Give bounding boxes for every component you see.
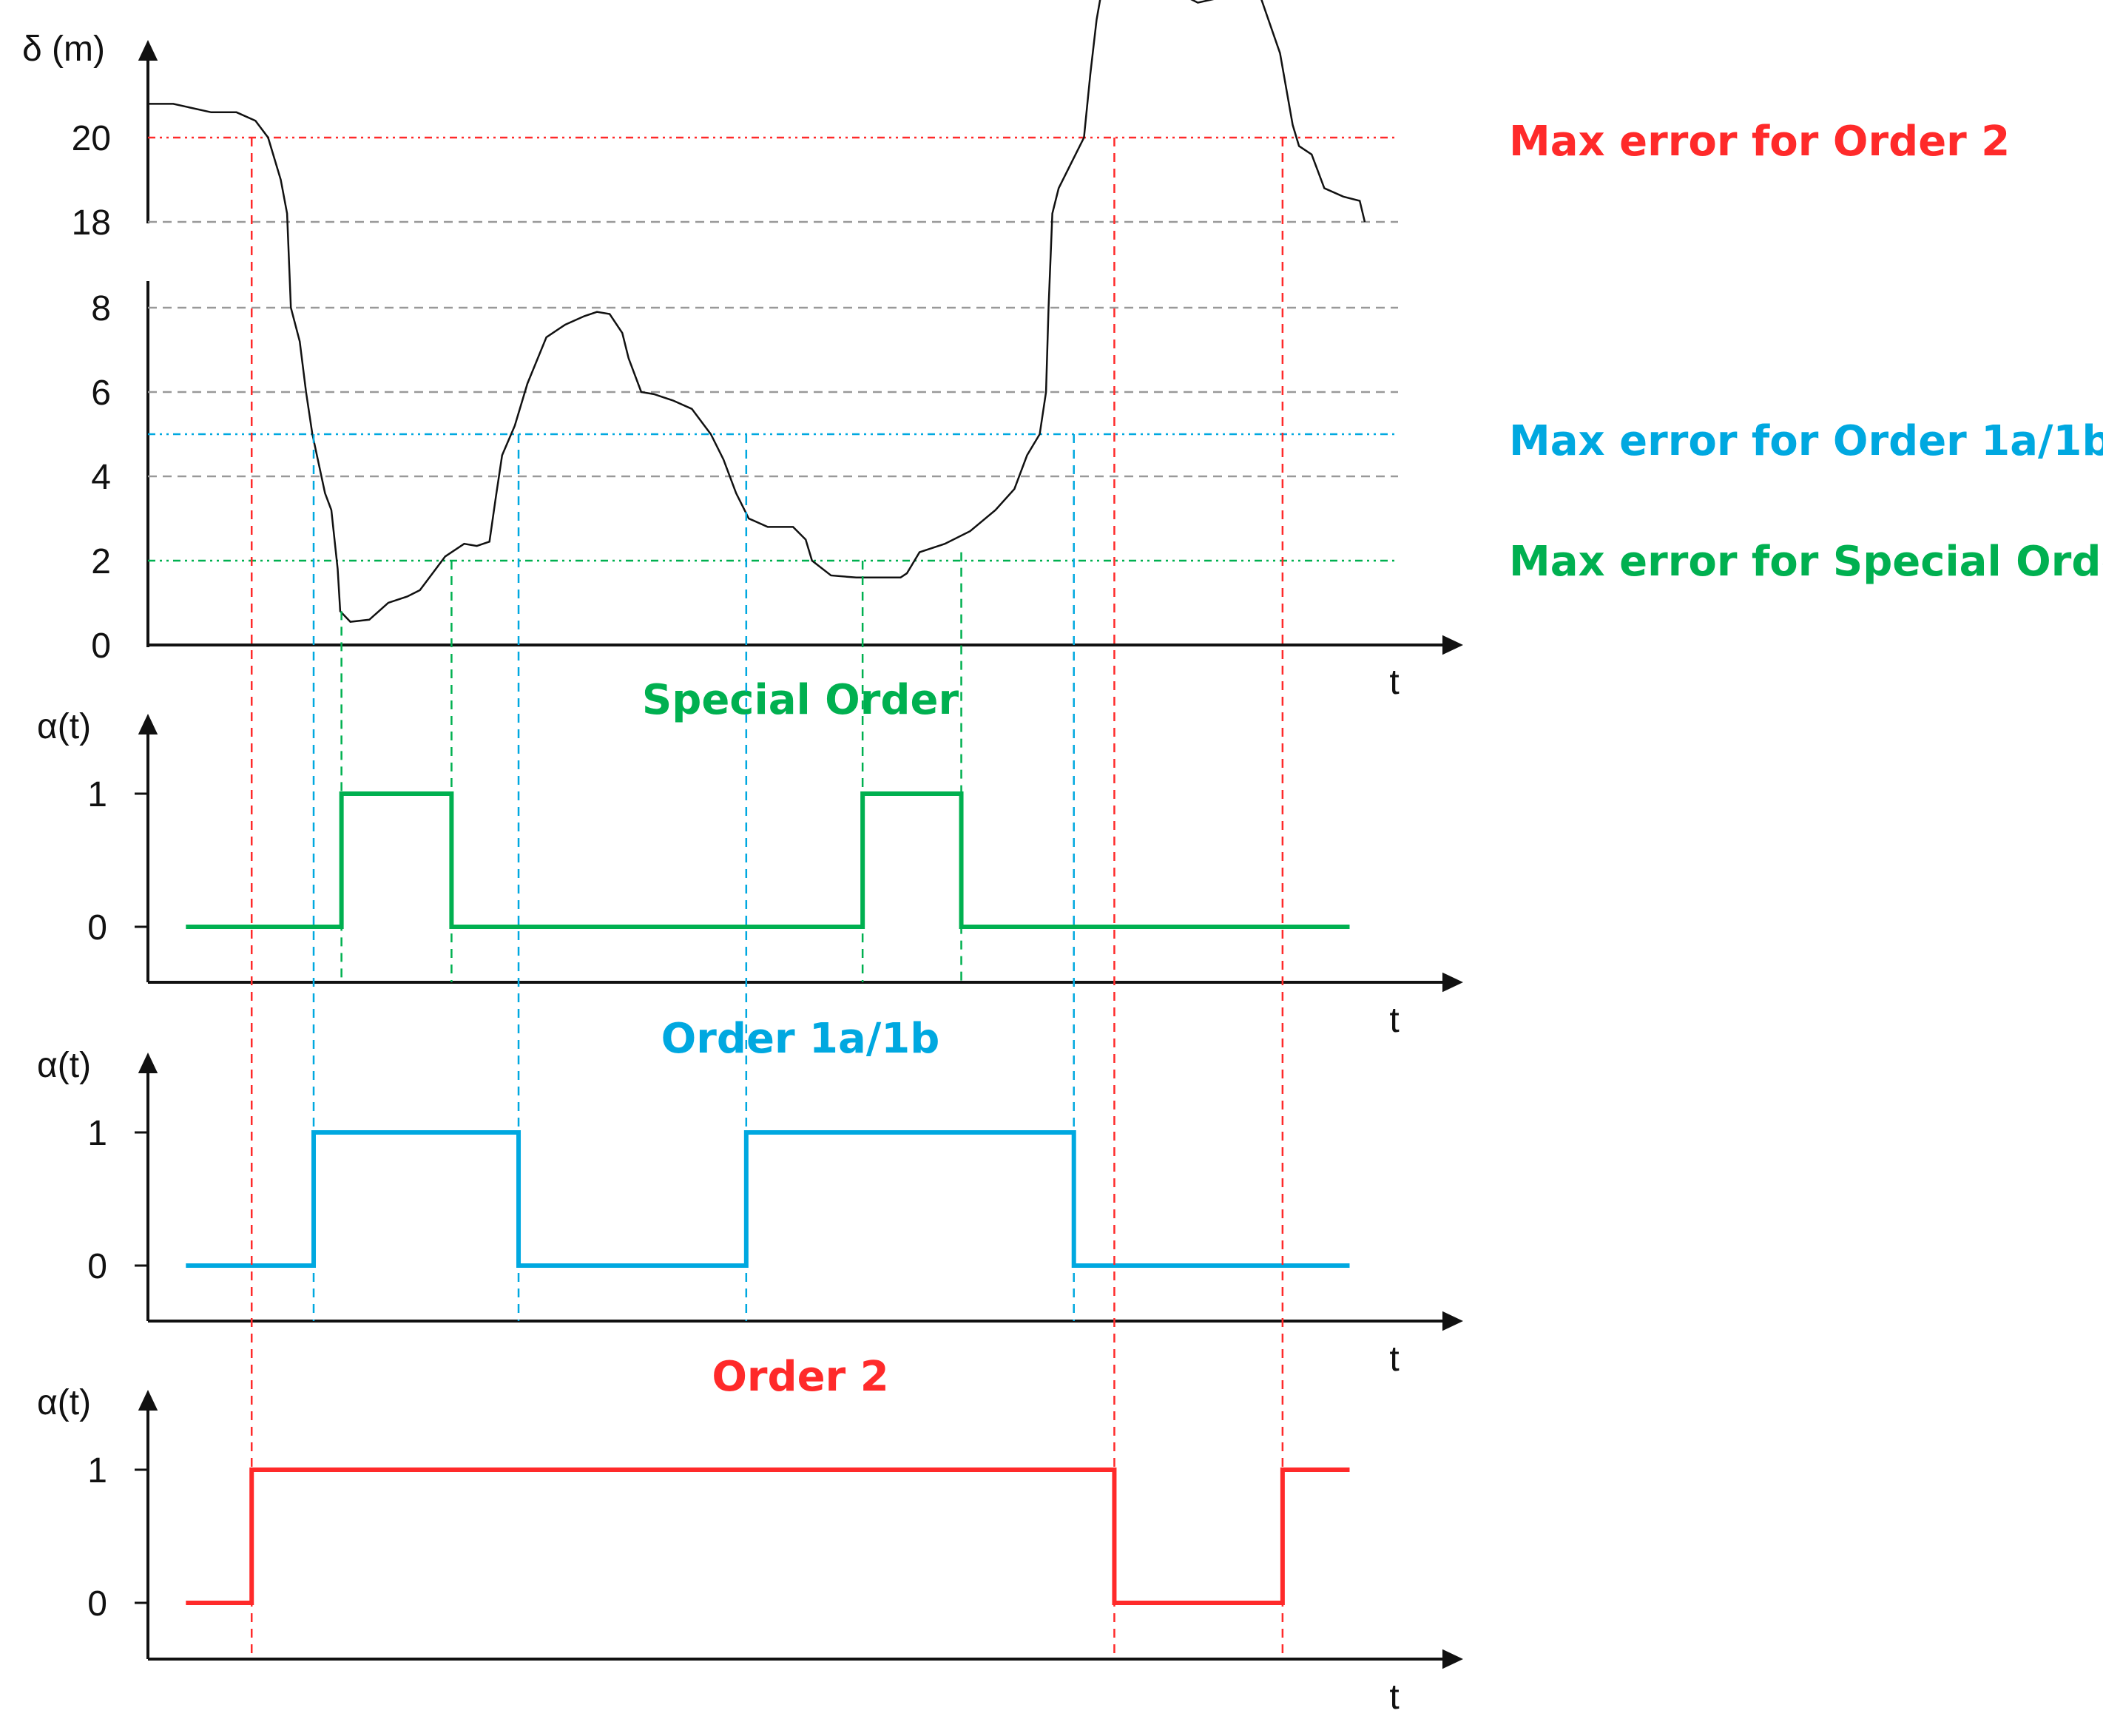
delta-curve bbox=[148, 0, 1366, 623]
y-tick-label: 0 bbox=[87, 1584, 107, 1624]
x-axis-label: t bbox=[1389, 1340, 1399, 1379]
step-y-axis-3-head bbox=[138, 1390, 158, 1411]
y-tick-label: 0 bbox=[91, 626, 111, 666]
step-x-axis-2-head bbox=[1442, 1311, 1463, 1331]
y-tick-label: 18 bbox=[72, 203, 111, 243]
step-signal-1 bbox=[186, 791, 1350, 929]
step-y-axis-2-head bbox=[138, 1053, 158, 1073]
y-axis-label: α(t) bbox=[37, 1046, 91, 1085]
y-tick-label: 1 bbox=[87, 1114, 107, 1153]
step-y-axis-1-head bbox=[138, 714, 158, 734]
y-tick-label: 0 bbox=[87, 908, 107, 948]
x-axis-label: t bbox=[1389, 1001, 1399, 1040]
step-x-axis-1-head bbox=[1442, 972, 1463, 993]
delta-y-axis-head bbox=[138, 40, 158, 61]
y-tick-label: 1 bbox=[87, 1451, 107, 1490]
annotation-order2: Max error for Order 2 bbox=[1509, 118, 2010, 166]
x-axis-label: t bbox=[1389, 1678, 1399, 1717]
y-tick-label: 0 bbox=[87, 1247, 107, 1286]
y-axis-label: δ (m) bbox=[22, 30, 105, 69]
annotation-special: Max error for Special Order bbox=[1509, 538, 2103, 586]
axis-break-band bbox=[148, 223, 1509, 281]
order1-title: Order 1a/1b bbox=[661, 1015, 940, 1063]
step-signal-3 bbox=[186, 1468, 1350, 1605]
y-tick-label: 1 bbox=[87, 775, 107, 814]
y-axis-label: α(t) bbox=[37, 1383, 91, 1422]
y-tick-label: 2 bbox=[91, 542, 111, 581]
y-tick-label: 4 bbox=[91, 458, 111, 497]
y-tick-label: 8 bbox=[91, 289, 111, 328]
y-axis-label: α(t) bbox=[37, 707, 91, 746]
step-signal-2 bbox=[186, 1130, 1350, 1268]
step-x-axis-3-head bbox=[1442, 1649, 1463, 1669]
special-order-title: Special Order bbox=[642, 676, 959, 724]
annotation-order1: Max error for Order 1a/1b bbox=[1509, 417, 2103, 465]
order2-title: Order 2 bbox=[712, 1353, 888, 1401]
x-axis-label: t bbox=[1389, 663, 1399, 702]
delta-x-axis-head bbox=[1442, 635, 1463, 655]
y-tick-label: 20 bbox=[72, 119, 111, 158]
y-tick-label: 6 bbox=[91, 374, 111, 413]
